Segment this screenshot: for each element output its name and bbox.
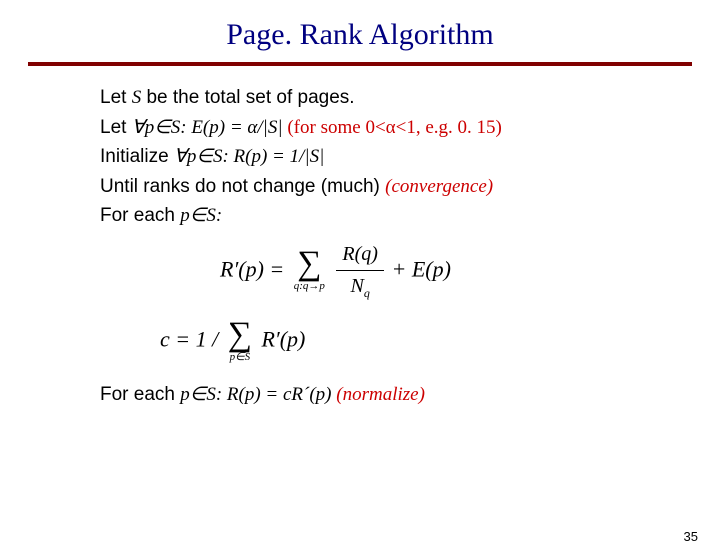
sigma-icon: ∑ [297,245,321,282]
line-5-b: p∈S: [180,205,222,226]
page-title: Page. Rank Algorithm [0,18,720,52]
sigma-icon: ∑ [228,316,252,353]
line-5: For each p∈S: [100,202,680,230]
eq1-tail: + E(p) [391,256,450,281]
line-6-b: p∈S: R(p) = cR´(p) [180,384,331,405]
algorithm-body: Let S be the total set of pages. Let ∀p∈… [100,84,680,409]
equation-1: R′(p) = ∑ q:q→p R(q) Nq + E(p) [220,240,680,302]
line-2-c: (for some 0<α<1, e.g. 0. 15) [283,117,502,138]
line-6-a: For each [100,384,180,405]
eq2-lhs: c = 1 / [160,327,224,352]
title-rule [28,62,692,66]
line-1-a: Let [100,87,132,108]
eq2-arg: R′(p) [261,327,305,352]
equation-block: R′(p) = ∑ q:q→p R(q) Nq + E(p) c = 1 / ∑… [220,240,680,363]
line-5-a: For each [100,205,180,226]
eq1-lhs: R′(p) = [220,256,290,281]
line-4: Until ranks do not change (much) (conver… [100,173,680,201]
eq1-sum: ∑ q:q→p [294,249,325,292]
line-2-b: ∀p∈S: E(p) = α/|S| [132,117,283,138]
page-number: 35 [684,529,698,544]
line-1: Let S be the total set of pages. [100,84,680,112]
eq2-sub: p∈S [228,352,252,363]
eq2-sum: ∑ p∈S [228,320,252,363]
line-1-b: S [132,87,142,108]
equation-2: c = 1 / ∑ p∈S R′(p) [160,320,680,363]
eq1-sub: q:q→p [294,281,325,292]
line-2: Let ∀p∈S: E(p) = α/|S| (for some 0<α<1, … [100,114,680,142]
eq1-frac: R(q) Nq [336,240,384,302]
line-6-c: (normalize) [332,384,425,405]
eq1-den: Nq [336,271,384,302]
line-3-b: ∀p∈S: R(p) = 1/|S| [174,146,324,167]
line-6: For each p∈S: R(p) = cR´(p) (normalize) [100,381,680,409]
eq1-num: R(q) [336,240,384,271]
line-4-a: Until ranks do not change (much) [100,176,385,197]
line-3: Initialize ∀p∈S: R(p) = 1/|S| [100,143,680,171]
line-4-b: (convergence) [385,176,493,197]
line-3-a: Initialize [100,146,174,167]
line-2-a: Let [100,117,132,138]
line-1-c: be the total set of pages. [141,87,354,108]
